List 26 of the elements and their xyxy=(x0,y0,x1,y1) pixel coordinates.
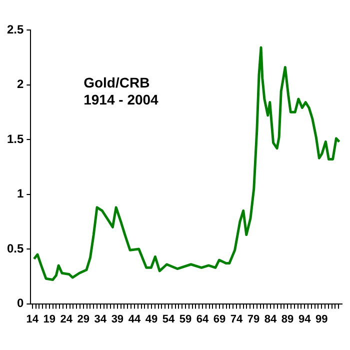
y-tick-label: 2 xyxy=(16,77,24,92)
x-tick-label: 54 xyxy=(162,313,176,326)
y-tick-label: 2.5 xyxy=(6,22,24,36)
x-tick-label: 99 xyxy=(315,313,328,326)
x-tick-label: 74 xyxy=(230,313,244,326)
x-tick-label: 14 xyxy=(26,313,40,326)
y-tick-label: 1 xyxy=(16,186,24,201)
text: Gold/CRB xyxy=(84,74,150,90)
x-tick-label: 29 xyxy=(77,313,90,326)
x-tick-label: 39 xyxy=(111,313,124,326)
x-tick-label: 94 xyxy=(298,313,312,326)
x-tick-label: 64 xyxy=(196,313,210,326)
x-tick-label: 49 xyxy=(145,313,158,326)
y-tick-label: 0.5 xyxy=(6,241,24,256)
x-tick-label: 59 xyxy=(179,313,192,326)
y-tick-label: 1.5 xyxy=(6,132,24,146)
x-tick-label: 84 xyxy=(264,313,278,326)
x-tick-label: 79 xyxy=(247,313,260,326)
x-tick-label: 19 xyxy=(43,313,56,326)
x-tick-label: 24 xyxy=(60,313,74,326)
x-tick-label: 69 xyxy=(213,313,226,326)
x-tick-label: 89 xyxy=(281,313,294,326)
text: 1914 - 2004 xyxy=(84,91,159,108)
x-tick-label: 44 xyxy=(128,313,142,326)
y-tick-label: 0 xyxy=(16,296,24,310)
x-tick-label: 34 xyxy=(94,313,108,326)
